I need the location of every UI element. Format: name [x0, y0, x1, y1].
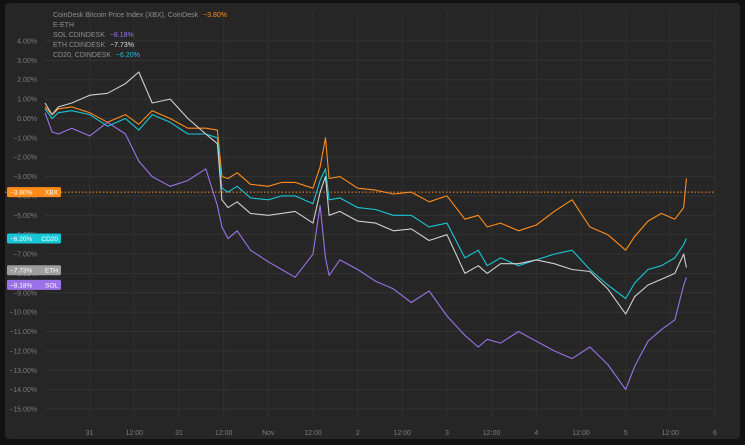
- legend-label: CoinDesk Bitcoin Price Index (XBX), Coin…: [53, 12, 199, 19]
- series-lines: [44, 71, 687, 391]
- x-tick-label: 6: [713, 430, 717, 437]
- badge-tag: CD20: [41, 236, 58, 243]
- y-tick-label: −12.00%: [9, 348, 37, 355]
- y-tick-label: 1.00%: [17, 97, 37, 104]
- y-tick-label: 4.00%: [17, 39, 37, 46]
- x-tick-label: 12:00: [215, 430, 233, 437]
- value-badge: [7, 279, 61, 290]
- legend-entry[interactable]: CD20, CDINDESK −6.20%: [53, 51, 227, 61]
- x-axis-ticks: 31 12:00 31 12:00 Nov 12:00 2 12:00 3 12:00 4 12:00…: [86, 430, 717, 437]
- x-tick-label: 12:00: [572, 430, 590, 437]
- y-axis-ticks: 4.00% 3.00% 2.00% 1.00% 0.00% −1.00% −2.00% −3.…: [9, 39, 37, 414]
- x-tick-label: 5: [624, 430, 628, 437]
- x-tick-label: Nov: [262, 430, 275, 437]
- value-badges: −3.80% XBX −6.20% CD20 −7.73% ETH −8.18% SOL: [7, 187, 61, 290]
- badge-tag: ETH: [45, 268, 58, 275]
- value-badge: [7, 265, 61, 276]
- y-tick-label: −2.00%: [13, 155, 37, 162]
- y-tick-label: −14.00%: [9, 387, 37, 394]
- y-tick-label: −9.00%: [13, 290, 37, 297]
- legend-entry[interactable]: SOL CDINDESK −8.18%: [53, 31, 227, 41]
- legend-label: ETH CDINDESK: [53, 42, 106, 49]
- y-tick-label: −15.00%: [9, 407, 37, 414]
- grid: [45, 11, 716, 417]
- y-tick-label: −1.00%: [13, 135, 37, 142]
- y-tick-label: 3.00%: [17, 58, 37, 65]
- legend-label: E-ETH: [53, 22, 74, 29]
- legend-entry[interactable]: ETH CDINDESK −7.73%: [53, 41, 227, 51]
- badge-percent: −7.73%: [10, 268, 32, 275]
- y-tick-label: −5.00%: [13, 213, 37, 220]
- x-tick-label: 12:00: [394, 430, 412, 437]
- x-tick-label: 12:00: [483, 430, 501, 437]
- y-tick-label: 2.00%: [17, 77, 37, 84]
- legend-entry[interactable]: E-ETH: [53, 21, 227, 31]
- series-line: [44, 112, 687, 391]
- y-tick-label: 0.00%: [17, 116, 37, 123]
- badge-tag: XBX: [45, 190, 59, 197]
- legend: CoinDesk Bitcoin Price Index (XBX), Coin…: [53, 11, 227, 61]
- x-tick-label: 31: [86, 430, 94, 437]
- chart-panel: 4.00% 3.00% 2.00% 1.00% 0.00% −1.00% −2.00% −3.…: [5, 3, 740, 439]
- legend-value: −8.18%: [109, 32, 134, 39]
- x-tick-label: 3: [445, 430, 449, 437]
- legend-label: CD20, CDINDESK: [53, 52, 111, 59]
- line-chart: 4.00% 3.00% 2.00% 1.00% 0.00% −1.00% −2.00% −3.…: [5, 11, 717, 437]
- badge-percent: −3.80%: [10, 190, 32, 197]
- legend-value: −7.73%: [110, 42, 135, 49]
- value-badge: [7, 233, 61, 244]
- x-tick-label: 4: [534, 430, 538, 437]
- legend-entry[interactable]: CoinDesk Bitcoin Price Index (XBX), Coin…: [53, 11, 227, 21]
- legend-label: SOL CDINDESK: [53, 32, 105, 39]
- value-badge: [7, 187, 61, 198]
- y-tick-label: −11.00%: [10, 329, 37, 336]
- badge-tag: SOL: [45, 282, 58, 289]
- series-line: [44, 106, 687, 251]
- series-line: [44, 71, 687, 315]
- y-tick-label: −10.00%: [9, 310, 37, 317]
- y-tick-label: −3.00%: [13, 174, 37, 181]
- legend-value: −3.80%: [203, 12, 228, 19]
- legend-value: −6.20%: [115, 52, 140, 59]
- x-tick-label: 12:00: [662, 430, 680, 437]
- y-tick-label: −13.00%: [9, 368, 37, 375]
- x-tick-label: 12:00: [126, 430, 144, 437]
- badge-percent: −6.20%: [10, 236, 32, 243]
- x-tick-label: 12:00: [304, 430, 322, 437]
- y-tick-label: −7.00%: [13, 252, 37, 259]
- x-tick-label: 31: [175, 430, 183, 437]
- badge-percent: −8.18%: [10, 282, 32, 289]
- series-line: [44, 108, 687, 300]
- x-tick-label: 2: [356, 430, 360, 437]
